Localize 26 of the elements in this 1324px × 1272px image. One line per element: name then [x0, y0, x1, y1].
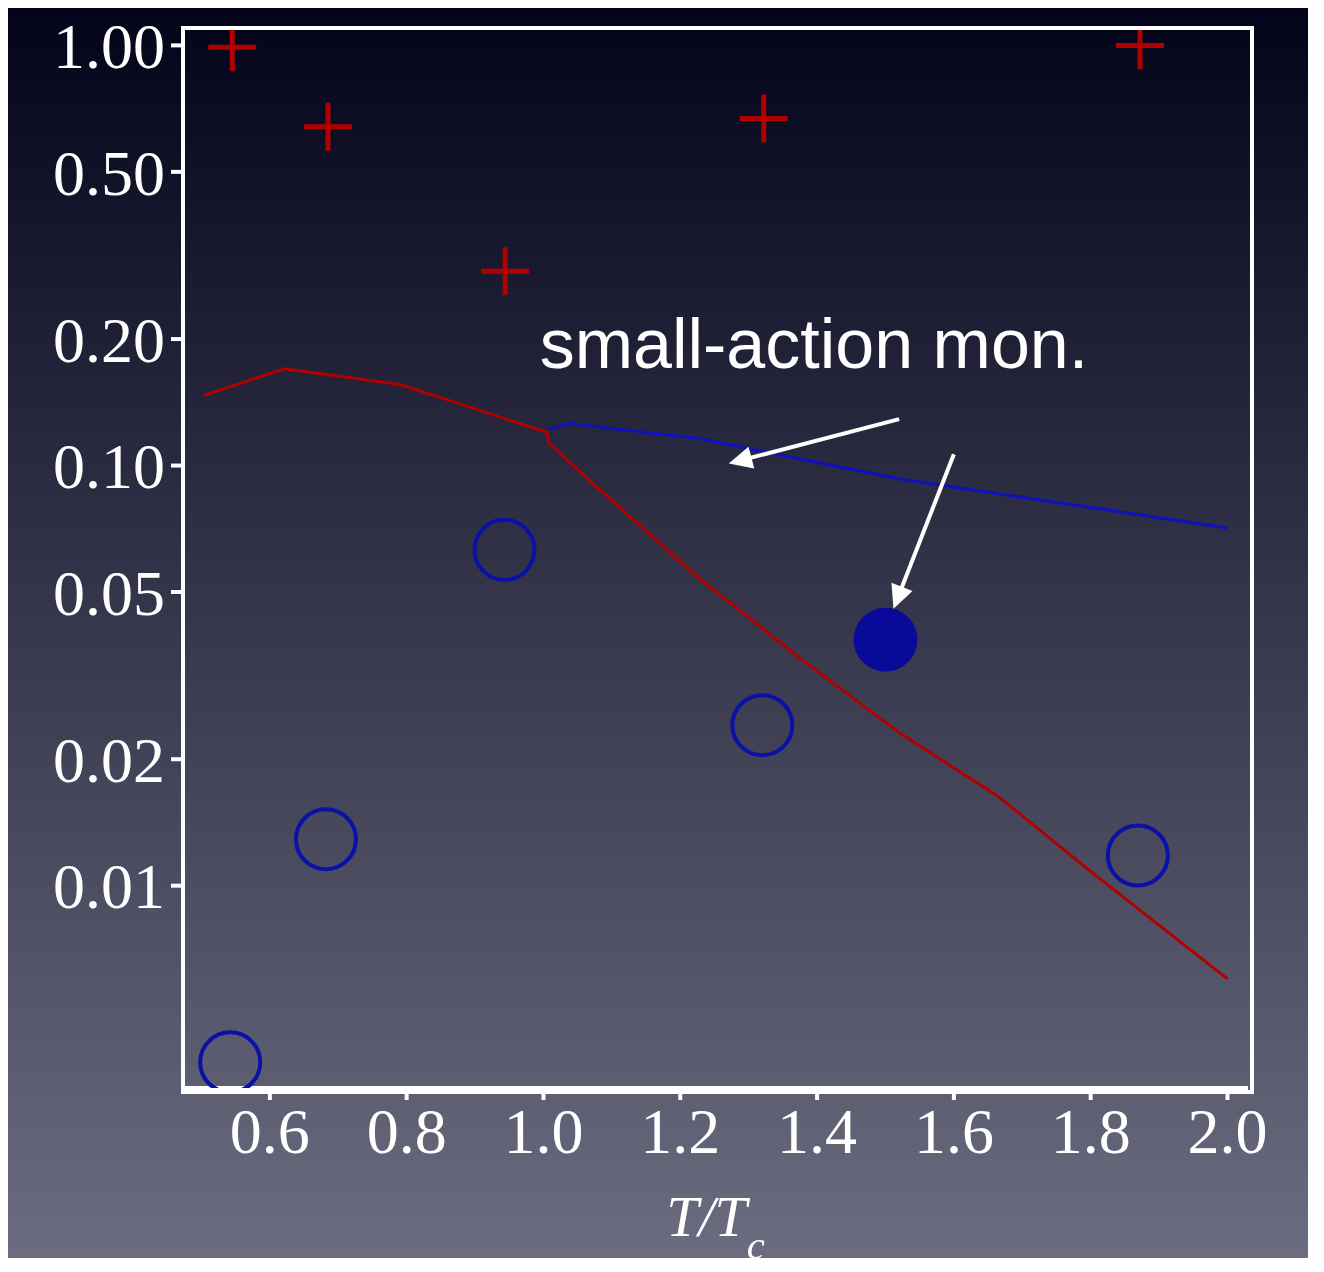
annotation: small-action mon.	[539, 304, 1089, 385]
x-tick-label: 2.0	[1187, 1096, 1268, 1168]
point	[739, 94, 788, 143]
point	[304, 102, 353, 151]
x-tick-label: 1.0	[503, 1096, 584, 1168]
point	[293, 807, 358, 872]
point	[1105, 823, 1170, 888]
line-series	[547, 421, 1229, 530]
x-tick-label: 0.8	[366, 1096, 447, 1168]
point	[472, 517, 537, 582]
y-tick-label: 1.00	[53, 11, 165, 83]
x-tick-label: 1.8	[1050, 1096, 1131, 1168]
y-tick-label: 0.10	[53, 431, 165, 503]
y-tick-label: 0.02	[53, 724, 165, 796]
x-tick-label: 1.2	[640, 1096, 721, 1168]
y-tick-label: 0.50	[53, 137, 165, 209]
y-tick-label: 0.01	[53, 851, 165, 923]
x-tick-label: 0.6	[229, 1096, 310, 1168]
point	[481, 247, 530, 296]
point	[730, 693, 795, 758]
y-tick-label: 0.20	[53, 304, 165, 376]
x-tick-label: 1.4	[777, 1096, 858, 1168]
y-tick-label: 0.05	[53, 557, 165, 629]
x-tick-label: 1.6	[913, 1096, 994, 1168]
point	[853, 607, 918, 672]
line-series	[202, 367, 1229, 981]
